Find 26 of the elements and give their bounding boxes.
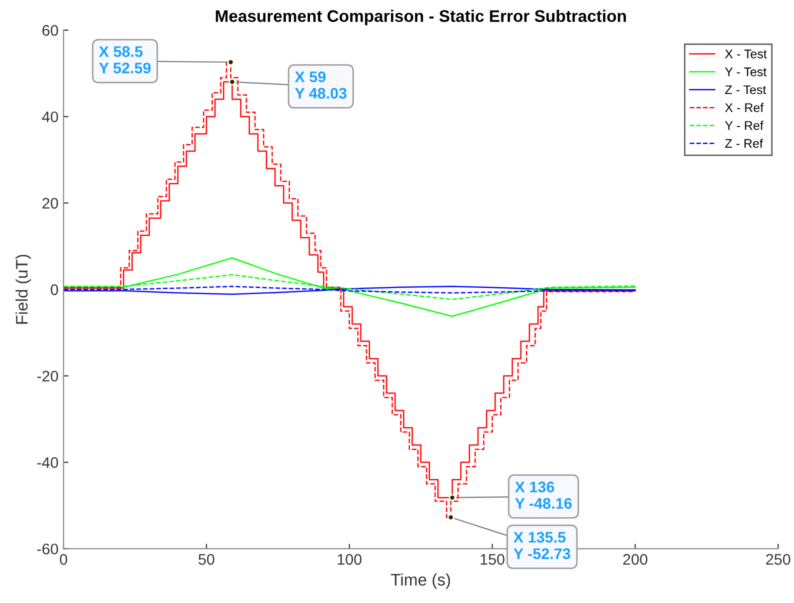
x-tick-label: 50 (198, 554, 214, 565)
legend-label: Y - Test (725, 68, 767, 76)
legend-label: Y - Ref (725, 120, 764, 130)
annotation: X 136 Y -48.16 (514, 482, 572, 509)
x-tick-label: 0 (60, 554, 68, 565)
annotation: X 58.5 Y 52.59 (98, 46, 151, 74)
y-tick-label: -60 (37, 544, 58, 554)
y-axis-title: Field (uT) (15, 254, 32, 324)
x-tick-label: 100 (338, 554, 362, 565)
annotation: X 135.5 Y -52.73 (513, 532, 570, 560)
legend-label: Z - Ref (725, 138, 763, 148)
x-tick-label: 200 (623, 554, 648, 565)
chart-title: Measurement Comparison - Static Error Subtraction (216, 10, 626, 26)
legend-label: X - Ref (725, 102, 764, 112)
y-tick-label: -20 (37, 370, 58, 382)
x-axis-title: Time (s) (390, 573, 450, 589)
y-tick-label: -40 (37, 457, 58, 468)
y-tick-label: 0 (50, 284, 58, 296)
y-tick-label: 60 (42, 25, 58, 36)
legend-label: X - Test (725, 50, 767, 58)
x-tick-label: 250 (766, 554, 790, 565)
y-tick-label: 20 (42, 198, 58, 209)
annotation: X 59 Y 48.03 (294, 71, 347, 99)
y-tick-label: 40 (42, 111, 58, 122)
legend-label: Z - Test (725, 85, 766, 94)
x-tick-label: 150 (480, 554, 504, 565)
